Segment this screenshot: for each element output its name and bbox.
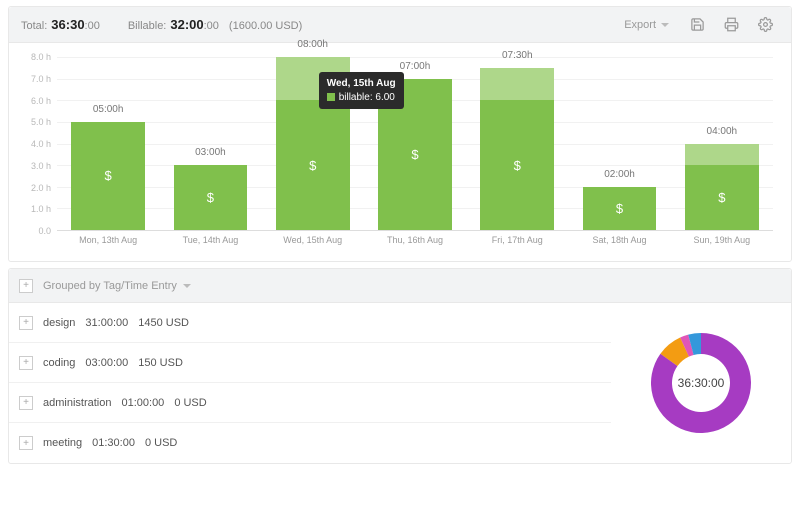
dollar-icon: $: [718, 190, 725, 205]
chart-tooltip: Wed, 15th Aug billable: 6.00: [319, 72, 404, 109]
export-label: Export: [624, 19, 656, 31]
row-time: 01:30:00: [92, 437, 135, 449]
billable-label: Billable:: [128, 20, 167, 32]
tooltip-swatch: [327, 93, 335, 101]
row-amount: 150 USD: [138, 357, 183, 369]
total-segment: Total: 36:30:00: [21, 17, 100, 32]
grouping-card: + Grouped by Tag/Time Entry + design 31:00…: [8, 268, 792, 464]
summary-header: Total: 36:30:00 Billable: 32:00:00 (1600…: [9, 7, 791, 43]
dollar-icon: $: [411, 147, 418, 162]
donut-panel: 36:30:00: [611, 303, 791, 463]
row-name: administration: [43, 397, 111, 409]
row-name: design: [43, 317, 75, 329]
list-item: + coding 03:00:00 150 USD: [9, 343, 611, 383]
x-label: Wed, 15th Aug: [262, 235, 364, 255]
x-label: Sat, 18th Aug: [568, 235, 670, 255]
expand-button[interactable]: +: [19, 396, 33, 410]
bar-top-label: 04:00h: [685, 126, 759, 137]
y-tick: 1.0 h: [31, 204, 51, 214]
total-seconds: :00: [85, 20, 100, 32]
tooltip-series-label: billable: [339, 92, 370, 103]
list-item: + administration 01:00:00 0 USD: [9, 383, 611, 423]
bar-column[interactable]: $05:00h: [57, 57, 159, 230]
billable-hours: 32:00: [170, 17, 203, 32]
expand-button[interactable]: +: [19, 356, 33, 370]
x-label: Sun, 19th Aug: [671, 235, 773, 255]
summary-card: Total: 36:30:00 Billable: 32:00:00 (1600…: [8, 6, 792, 262]
billable-seconds: :00: [204, 20, 219, 32]
tooltip-title: Wed, 15th Aug: [327, 77, 396, 91]
bar-top-label: 02:00h: [583, 169, 657, 180]
total-hours: 36:30: [51, 17, 84, 32]
bar-top-label: 05:00h: [71, 104, 145, 115]
y-tick: 8.0 h: [31, 52, 51, 62]
chevron-down-icon: [661, 23, 669, 27]
dollar-icon: $: [616, 201, 623, 216]
chevron-down-icon[interactable]: [183, 284, 191, 288]
bar-top-label: 07:00h: [378, 61, 452, 72]
bar-top-label: 07:30h: [480, 50, 554, 61]
row-amount: 0 USD: [145, 437, 177, 449]
gear-icon: [758, 17, 773, 32]
list-item: + design 31:00:00 1450 USD: [9, 303, 611, 343]
tooltip-series-value: 6.00: [375, 92, 394, 103]
bar-column[interactable]: $02:00h: [568, 57, 670, 230]
row-name: coding: [43, 357, 75, 369]
bar-top-label: 03:00h: [174, 147, 248, 158]
expand-all-button[interactable]: +: [19, 279, 33, 293]
print-icon: [724, 17, 739, 32]
list-item: + meeting 01:30:00 0 USD: [9, 423, 611, 463]
y-tick: 3.0 h: [31, 161, 51, 171]
billable-segment: Billable: 32:00:00 (1600.00 USD): [128, 17, 306, 32]
y-tick: 7.0 h: [31, 74, 51, 84]
row-time: 31:00:00: [85, 317, 128, 329]
bar-column[interactable]: $07:30h: [466, 57, 568, 230]
expand-button[interactable]: +: [19, 316, 33, 330]
bar-column[interactable]: $03:00h: [159, 57, 261, 230]
dollar-icon: $: [105, 168, 112, 183]
dollar-icon: $: [207, 190, 214, 205]
print-button[interactable]: [717, 11, 745, 39]
save-icon: [690, 17, 705, 32]
donut-center-label: 36:30:00: [646, 328, 756, 438]
bar-column[interactable]: $04:00h: [671, 57, 773, 230]
expand-button[interactable]: +: [19, 436, 33, 450]
row-amount: 1450 USD: [138, 317, 189, 329]
x-label: Tue, 14th Aug: [159, 235, 261, 255]
bar-top-label: 08:00h: [276, 39, 350, 50]
row-time: 03:00:00: [85, 357, 128, 369]
grouping-label: Grouped by Tag/Time Entry: [43, 280, 177, 292]
grouping-list: + design 31:00:00 1450 USD + coding 03:00:00 15…: [9, 303, 611, 463]
save-button[interactable]: [683, 11, 711, 39]
dollar-icon: $: [309, 158, 316, 173]
row-time: 01:00:00: [121, 397, 164, 409]
settings-button[interactable]: [751, 11, 779, 39]
export-button[interactable]: Export: [616, 15, 677, 35]
y-tick: 0.0: [38, 226, 51, 236]
billable-amount: (1600.00 USD): [229, 20, 302, 32]
x-label: Thu, 16th Aug: [364, 235, 466, 255]
y-tick: 2.0 h: [31, 183, 51, 193]
total-label: Total:: [21, 20, 47, 32]
dollar-icon: $: [514, 158, 521, 173]
bar-chart: 0.0 1.0 h 2.0 h 3.0 h 4.0 h 5.0 h 6.0 h 7.0 h 8.…: [9, 43, 791, 261]
grouping-header: + Grouped by Tag/Time Entry: [9, 269, 791, 303]
row-amount: 0 USD: [174, 397, 206, 409]
x-label: Fri, 17th Aug: [466, 235, 568, 255]
y-tick: 5.0 h: [31, 117, 51, 127]
row-name: meeting: [43, 437, 82, 449]
x-label: Mon, 13th Aug: [57, 235, 159, 255]
y-tick: 6.0 h: [31, 96, 51, 106]
y-tick: 4.0 h: [31, 139, 51, 149]
